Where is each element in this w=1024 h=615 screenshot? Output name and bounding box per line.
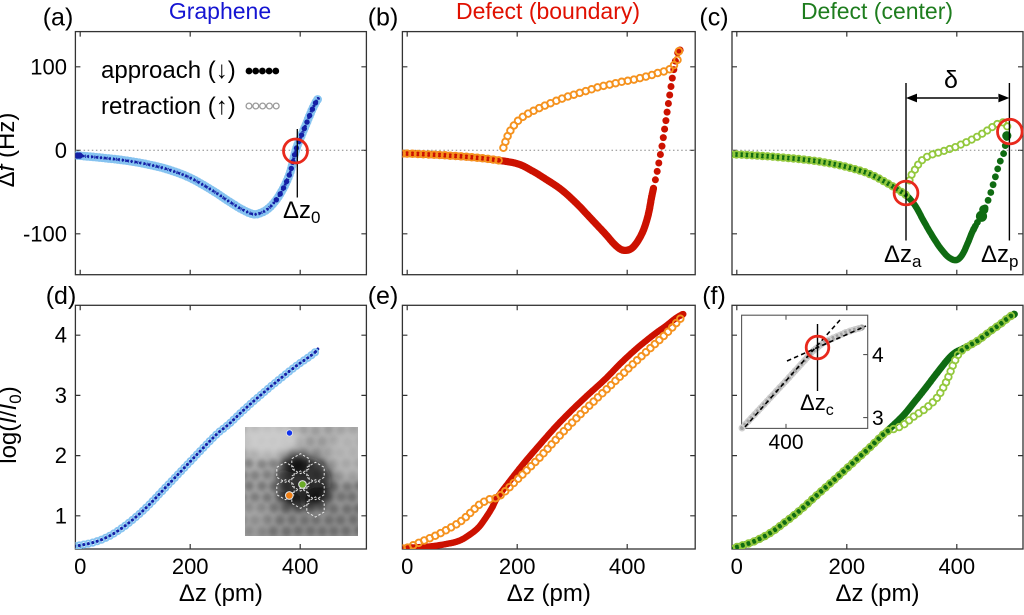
svg-text:(f): (f) <box>702 282 726 310</box>
svg-text:approach (↓): approach (↓) <box>101 57 236 84</box>
svg-text:0: 0 <box>74 554 86 579</box>
svg-text:2: 2 <box>55 443 67 468</box>
svg-text:3: 3 <box>55 383 67 408</box>
svg-text:(e): (e) <box>368 282 399 310</box>
svg-text:δ: δ <box>944 66 958 94</box>
svg-text:4: 4 <box>55 323 67 348</box>
svg-text:0: 0 <box>731 554 743 579</box>
svg-text:0: 0 <box>401 554 413 579</box>
svg-text:0: 0 <box>55 138 67 163</box>
svg-text:(b): (b) <box>368 4 399 32</box>
svg-text:200: 200 <box>499 554 536 579</box>
svg-text:(d): (d) <box>46 282 77 310</box>
svg-text:4: 4 <box>872 344 884 367</box>
svg-text:(c): (c) <box>699 4 728 32</box>
svg-text:(a): (a) <box>43 4 74 32</box>
svg-text:400: 400 <box>938 554 975 579</box>
svg-text:-100: -100 <box>23 222 67 247</box>
svg-text:Defect (boundary): Defect (boundary) <box>456 0 640 24</box>
svg-text:400: 400 <box>282 554 319 579</box>
svg-text:Δf (Hz): Δf (Hz) <box>0 113 20 188</box>
svg-text:Δz (pm): Δz (pm) <box>835 580 919 607</box>
svg-text:Graphene: Graphene <box>169 0 271 24</box>
svg-text:retraction (↑): retraction (↑) <box>101 93 236 120</box>
svg-text:200: 200 <box>828 554 865 579</box>
svg-text:Δz (pm): Δz (pm) <box>179 580 263 607</box>
svg-text:3: 3 <box>872 407 884 430</box>
svg-text:1: 1 <box>55 503 67 528</box>
svg-text:Δz (pm): Δz (pm) <box>507 580 591 607</box>
svg-text:200: 200 <box>172 554 209 579</box>
svg-text:Defect (center): Defect (center) <box>801 0 953 24</box>
svg-text:400: 400 <box>768 431 803 454</box>
svg-text:100: 100 <box>30 54 67 79</box>
svg-text:Δz0: Δz0 <box>283 197 321 227</box>
svg-text:400: 400 <box>609 554 646 579</box>
